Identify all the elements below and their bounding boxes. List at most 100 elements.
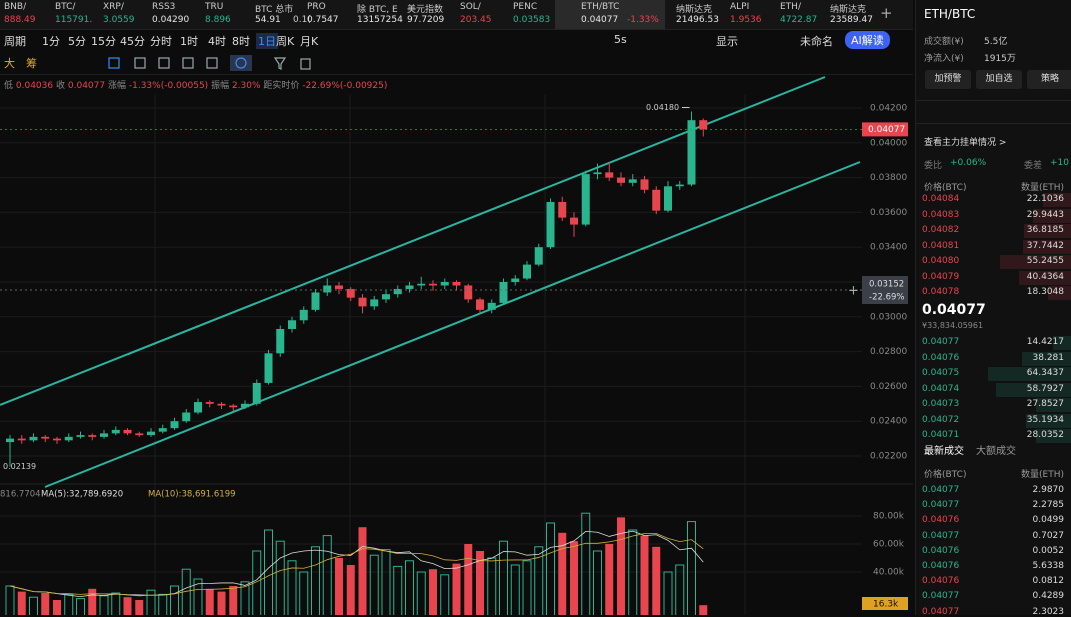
candle-body — [429, 283, 437, 286]
candle-body — [628, 179, 637, 183]
volume-bar — [311, 546, 320, 615]
ticker-name[interactable]: ALPI — [730, 2, 750, 12]
book-qty: 55.2455 — [1026, 256, 1064, 266]
volume-tick-label: 60.00k — [873, 540, 905, 550]
display[interactable]: 显示 — [716, 35, 738, 48]
link[interactable]: 查看主力挂单情况 > — [924, 138, 1007, 148]
ticker-name[interactable]: BTC/ — [55, 2, 76, 12]
volume-tag: 16.3k — [873, 600, 899, 610]
ticker-value: 4722.87 — [780, 15, 818, 25]
book-price: 0.04074 — [922, 383, 960, 394]
trade-price: 0.04076 — [922, 561, 960, 571]
trade-qty: 0.0052 — [1032, 545, 1065, 556]
period-label[interactable]: 周期 — [4, 35, 26, 48]
trade-price: 0.04076 — [922, 545, 960, 556]
volume-bar — [476, 551, 484, 615]
candle-body — [452, 282, 461, 286]
period[interactable]: 月K — [300, 35, 319, 48]
label: 成交额(¥) — [924, 37, 964, 47]
volume-bar — [88, 588, 97, 615]
tool[interactable]: 筹 — [26, 57, 37, 70]
ticker-name[interactable]: ETH/ — [780, 2, 801, 12]
ticker-value: 23589.47 — [830, 15, 873, 25]
low-label: 0.02139 — [3, 462, 36, 471]
volume-bar — [393, 565, 403, 615]
period[interactable]: 15分 — [91, 35, 116, 48]
y-tick-label: 0.02400 — [870, 417, 907, 427]
ticker-name[interactable]: BNB/ — [4, 2, 27, 12]
ticker-name[interactable]: PRO — [307, 2, 326, 12]
period[interactable]: 1时 — [180, 35, 198, 48]
candle-body — [288, 320, 296, 329]
candle-body — [570, 217, 578, 225]
volume-bar — [299, 571, 309, 615]
ticker-name[interactable]: 除 BTC, E — [357, 5, 398, 15]
period[interactable]: 1分 — [42, 35, 60, 48]
candle-body — [123, 429, 132, 434]
period[interactable]: 4时 — [208, 35, 226, 48]
candle-body — [617, 177, 625, 183]
depth-bar — [1026, 413, 1071, 428]
add-tab[interactable]: + — [880, 4, 893, 22]
candle-body — [687, 120, 696, 185]
candle-body — [699, 120, 708, 130]
ticker-name[interactable]: RSS3 — [152, 2, 176, 12]
tool[interactable]: 大 — [4, 57, 15, 70]
trade-price: 0.04077 — [922, 500, 960, 511]
ticker-name[interactable]: 美元指数 — [407, 5, 444, 15]
candle-body — [382, 294, 390, 300]
label: 收 — [55, 81, 65, 91]
value: +10 — [1050, 158, 1069, 168]
volume-bar — [628, 529, 638, 615]
tab[interactable]: 最新成交 — [924, 446, 964, 457]
header: 数量(ETH) — [1021, 183, 1064, 193]
period[interactable]: 45分 — [120, 35, 145, 48]
period[interactable]: 周K — [276, 35, 295, 48]
button[interactable]: 加预警 — [925, 70, 971, 89]
ticker-name[interactable]: ETH/BTC — [581, 2, 620, 12]
label: 振幅 — [211, 81, 230, 91]
book-qty: 38.281 — [1032, 352, 1065, 363]
ticker-name[interactable]: BTC 总市 — [255, 5, 294, 15]
layout-name[interactable]: 未命名 — [800, 35, 833, 48]
tab[interactable]: 大额成交 — [976, 446, 1016, 457]
tool-icons[interactable] — [105, 55, 315, 71]
y-tick-label: 0.03600 — [870, 208, 907, 218]
trade-qty: 0.4289 — [1032, 591, 1065, 602]
period[interactable]: 8时 — [232, 35, 250, 48]
symbol: ETH/BTC — [924, 7, 976, 21]
ticker-name[interactable]: SOL/ — [460, 2, 481, 12]
y-tick-label: 0.04200 — [870, 104, 907, 114]
ai-button[interactable]: AI解读 — [845, 31, 890, 49]
period[interactable]: 分时 — [150, 35, 172, 48]
y-tick-label: 0.03000 — [870, 312, 907, 322]
trade-price: 0.04077 — [922, 485, 960, 495]
volume-bar — [440, 574, 450, 615]
period[interactable]: 5分 — [68, 35, 86, 48]
book-qty: 58.7927 — [1026, 383, 1064, 394]
candle-body — [241, 403, 249, 408]
ticker-name[interactable]: PENC — [513, 2, 538, 12]
candle-body — [264, 353, 273, 383]
button[interactable]: 加自选 — [976, 70, 1022, 89]
candle-body — [323, 285, 332, 293]
candle-body — [276, 328, 285, 354]
candle-body — [487, 302, 496, 310]
ticker-name[interactable]: TRU — [205, 2, 224, 12]
tabs — [916, 100, 1071, 124]
candle-body — [135, 433, 144, 436]
book-qty: 40.4364 — [1026, 271, 1064, 282]
period[interactable]: 1日 — [256, 33, 278, 49]
candle-body — [41, 436, 50, 439]
volume-bar — [29, 596, 38, 615]
volume-bar — [205, 588, 214, 615]
ticker-value: 21496.53 — [676, 15, 719, 25]
refresh[interactable]: 5s — [614, 33, 627, 46]
button[interactable]: 策略 — [1027, 70, 1071, 89]
ticker-name[interactable]: XRP/ — [103, 2, 124, 12]
book-qty: 29.9443 — [1026, 209, 1064, 220]
volume-bar — [558, 532, 567, 615]
ticker-name[interactable]: 纳斯达克 — [676, 5, 713, 15]
candle-body — [417, 283, 426, 286]
ticker-name[interactable]: 纳斯达克 — [830, 5, 867, 15]
